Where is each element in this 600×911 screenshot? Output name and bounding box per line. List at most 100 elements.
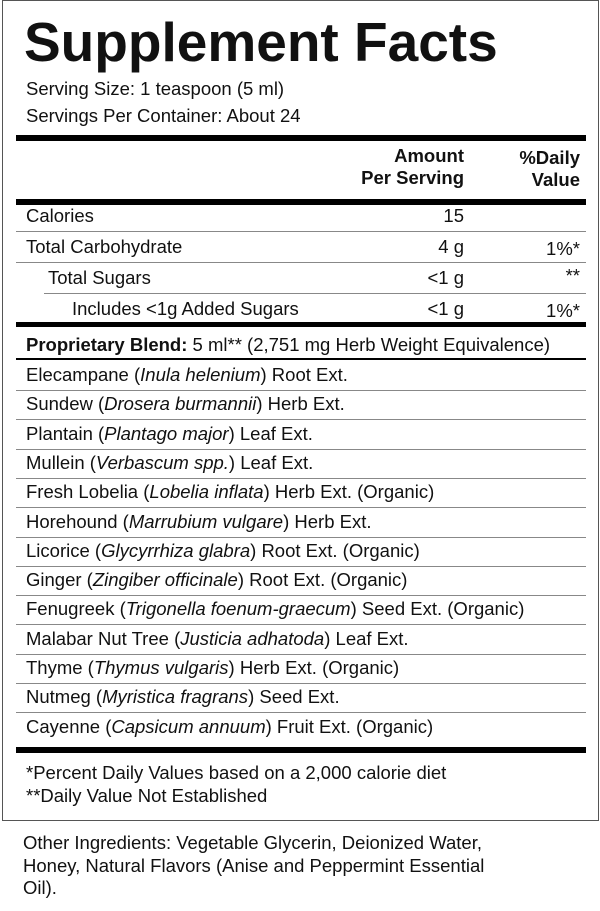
nutrient-name: Total Carbohydrate <box>26 236 183 257</box>
ingredient-common-name: Thyme ( <box>26 657 94 678</box>
nutrient-name: Total Sugars <box>48 267 151 288</box>
ingredient-latin-name: Lobelia inflata <box>149 481 264 503</box>
ingredient-latin-name: Trigonella foenum-graecum <box>125 598 351 620</box>
ingredient-latin-name: Marrubium vulgare <box>128 510 284 532</box>
blend-label: Proprietary Blend: <box>26 334 188 355</box>
row-divider <box>16 624 586 626</box>
ingredient-common-name: Elecampane ( <box>26 364 141 385</box>
row-divider <box>16 683 586 684</box>
row-divider <box>16 653 586 655</box>
other-ingredients-line: Honey, Natural Flavors (Anise and Pepper… <box>23 855 485 876</box>
nutrient-name: Includes <1g Added Sugars <box>72 298 299 319</box>
divider-thick <box>16 322 586 327</box>
nutrient-dv: ** <box>565 265 580 286</box>
ingredient-latin-name: Drosera burmannii <box>104 393 257 415</box>
ingredient-latin-name: Verbascum spp. <box>95 451 229 473</box>
row-divider <box>16 536 586 538</box>
row-divider <box>16 507 586 509</box>
ingredient-latin-name: Thymus vulgaris <box>93 657 229 678</box>
ingredient-row: Fresh Lobelia (Lobelia inflata) Herb Ext… <box>26 481 434 503</box>
ingredient-latin-name: Capsicum annuum <box>111 715 266 737</box>
amount-header-line: Per Serving <box>361 167 464 188</box>
amount-header-line: Amount <box>394 145 464 166</box>
row-divider <box>16 712 586 714</box>
row-divider <box>16 565 586 567</box>
nutrient-name: Calories <box>26 205 94 226</box>
dv-header-line: %Daily <box>519 147 580 168</box>
nutrient-amount: 15 <box>443 205 464 226</box>
ingredient-row: Plantain (Plantago major) Leaf Ext. <box>26 423 313 445</box>
ingredient-common-name: Sundew ( <box>26 393 105 415</box>
ingredient-row: Ginger (Zingiber officinale) Root Ext. (… <box>26 569 407 591</box>
divider-thick <box>16 135 586 141</box>
ingredient-latin-name: Justicia adhatoda <box>180 627 325 649</box>
proprietary-blend: Proprietary Blend: 5 ml** (2,751 mg Herb… <box>26 334 550 356</box>
ingredient-common-name: Horehound ( <box>26 510 129 532</box>
blend-detail: 5 ml** (2,751 mg Herb Weight Equivalence… <box>187 334 551 355</box>
row-divider <box>16 448 586 450</box>
ingredient-row: Cayenne (Capsicum annuum) Fruit Ext. (Or… <box>26 716 433 738</box>
servings-per-container: Servings Per Container: About 24 <box>26 105 301 126</box>
ingredient-part: ) Herb Ext. <box>256 393 345 415</box>
ingredient-row: Mullein (Verbascum spp.) Leaf Ext. <box>26 452 313 474</box>
row-divider <box>16 262 586 263</box>
ingredient-row: Sundew (Drosera burmannii) Herb Ext. <box>26 393 345 415</box>
nutrient-amount: <1 g <box>427 298 464 319</box>
ingredient-common-name: Nutmeg ( <box>26 686 103 708</box>
ingredient-part: ) Herb Ext. <box>283 510 372 532</box>
divider <box>16 358 586 360</box>
ingredient-latin-name: Plantago major <box>104 422 229 444</box>
row-divider <box>16 419 586 421</box>
ingredient-common-name: Licorice ( <box>26 539 102 561</box>
row-divider <box>16 477 586 479</box>
ingredient-part: ) Root Ext. (Organic) <box>237 569 408 591</box>
ingredient-part: ) Herb Ext. (Organic) <box>263 481 435 503</box>
ingredient-part: ) Root Ext. <box>260 364 348 385</box>
row-divider <box>16 595 586 597</box>
row-divider <box>16 390 586 391</box>
ingredient-row: Elecampane (Inula helenium) Root Ext. <box>26 364 348 386</box>
amount-header: Amount Per Serving <box>361 145 464 189</box>
ingredient-common-name: Ginger ( <box>26 569 93 591</box>
nutrient-dv: 1%* <box>546 300 580 321</box>
footnote: *Percent Daily Values based on a 2,000 c… <box>26 762 447 783</box>
ingredient-row: Thyme (Thymus vulgaris) Herb Ext. (Organ… <box>26 657 399 679</box>
ingredient-row: Nutmeg (Myristica fragrans) Seed Ext. <box>26 686 340 708</box>
ingredient-part: ) Seed Ext. (Organic) <box>350 598 525 620</box>
ingredient-latin-name: Zingiber officinale <box>92 569 238 591</box>
footnote: **Daily Value Not Established <box>26 785 268 806</box>
divider-thick <box>16 199 586 205</box>
dv-header-line: Value <box>531 169 580 190</box>
ingredient-row: Horehound (Marrubium vulgare) Herb Ext. <box>26 511 372 533</box>
other-ingredients-line: Other Ingredients: Vegetable Glycerin, D… <box>23 832 482 853</box>
ingredient-common-name: Cayenne ( <box>26 715 112 737</box>
ingredient-common-name: Fenugreek ( <box>26 598 126 620</box>
nutrient-amount: <1 g <box>427 267 464 288</box>
other-ingredients-line: Oil). <box>23 877 57 898</box>
ingredient-row: Licorice (Glycyrrhiza glabra) Root Ext. … <box>26 540 420 562</box>
row-divider <box>16 231 586 232</box>
ingredient-part: ) Leaf Ext. <box>324 627 409 649</box>
ingredient-part: ) Leaf Ext. <box>228 451 314 473</box>
ingredient-common-name: Malabar Nut Tree ( <box>26 627 181 649</box>
ingredient-common-name: Plantain ( <box>26 422 105 444</box>
divider-thick <box>16 747 586 753</box>
serving-size: Serving Size: 1 teaspoon (5 ml) <box>26 78 285 99</box>
ingredient-part: ) Leaf Ext. <box>228 422 313 444</box>
ingredient-part: ) Root Ext. (Organic) <box>250 539 420 561</box>
ingredient-latin-name: Glycyrrhiza glabra <box>101 539 251 561</box>
panel-title: Supplement Facts <box>24 11 498 73</box>
ingredient-row: Malabar Nut Tree (Justicia adhatoda) Lea… <box>26 628 409 650</box>
ingredient-row: Fenugreek (Trigonella foenum-graecum) Se… <box>26 598 524 620</box>
ingredient-part: ) Herb Ext. (Organic) <box>228 657 400 678</box>
ingredient-common-name: Mullein ( <box>26 451 96 473</box>
ingredient-latin-name: Inula helenium <box>140 364 261 385</box>
supplement-facts-panel <box>2 0 599 821</box>
ingredient-part: ) Fruit Ext. (Organic) <box>265 715 434 737</box>
ingredient-common-name: Fresh Lobelia ( <box>26 481 150 503</box>
dv-header: %Daily Value <box>519 147 580 191</box>
row-divider <box>44 293 586 294</box>
ingredient-part: ) Seed Ext. <box>248 686 340 708</box>
nutrient-dv: 1%* <box>546 238 580 259</box>
nutrient-amount: 4 g <box>438 236 464 257</box>
